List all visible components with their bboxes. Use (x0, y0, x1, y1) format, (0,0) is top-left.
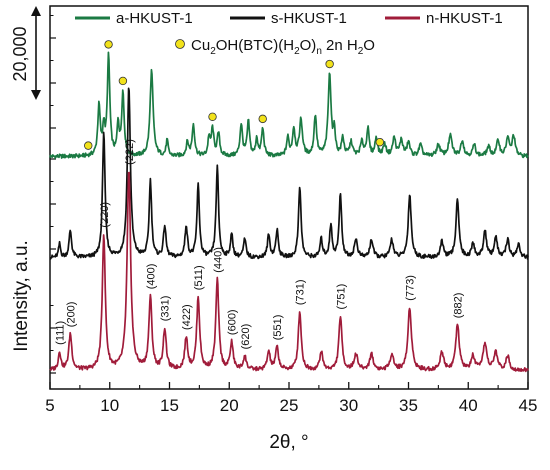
secondary-phase-marker (104, 40, 113, 49)
hkl-label: (200) (65, 302, 77, 328)
hkl-label: (600) (227, 309, 239, 335)
series-line-s-hkust-1 (49, 87, 529, 260)
scale-bar-arrow-top (31, 6, 41, 16)
x-tick-label-30: 30 (339, 396, 358, 415)
x-tick-label-15: 15 (160, 396, 179, 415)
hkl-label: (773) (405, 275, 417, 301)
secondary-phase-marker (258, 114, 267, 124)
legend-label-a-hkust: a-HKUST-1 (116, 10, 193, 27)
hkl-label: (440) (212, 247, 224, 273)
scale-bar-label: 20,000 (10, 26, 30, 81)
hkl-label: (751) (335, 284, 347, 310)
x-tick-label-10: 10 (100, 396, 119, 415)
hkl-label: (331) (160, 296, 172, 322)
scale-bar-arrow-bottom (31, 90, 41, 100)
series-line-n-hkust-1 (49, 171, 529, 373)
scale-bar: 20,000 (10, 6, 41, 100)
secondary-phase-marker (84, 141, 93, 150)
hkl-label: (882) (452, 293, 464, 319)
x-tick-label-25: 25 (280, 396, 299, 415)
x-axis-title: 2θ, ° (269, 432, 308, 453)
hkl-label: (551) (272, 315, 284, 341)
hkl-label: (731) (295, 279, 307, 305)
x-axis-ticks: 5 10 15 20 25 30 35 40 45 (45, 382, 537, 415)
secondary-phase-marker (208, 112, 217, 121)
legend-label-n-hkust: n-HKUST-1 (426, 10, 503, 27)
y-tick-marks (50, 15, 56, 374)
phase-markers (84, 40, 385, 150)
hkl-label: (222) (124, 139, 136, 165)
secondary-phase-marker (325, 59, 334, 69)
y-axis-title: Intensity, a.u. (11, 240, 32, 352)
hkl-label: (422) (181, 304, 193, 330)
hkl-label: (400) (145, 264, 157, 290)
x-tick-label-45: 45 (519, 396, 538, 415)
legend-marker-secondary-phase (175, 39, 185, 49)
hkl-label: (220) (99, 202, 111, 228)
x-tick-label-20: 20 (220, 396, 239, 415)
hkl-labels: (111)(200) (220) (222) (400)(331) (422) (511)… (55, 139, 465, 349)
x-tick-label-40: 40 (459, 396, 478, 415)
x-tick-label-35: 35 (399, 396, 418, 415)
series-lines (49, 51, 529, 373)
hkl-label: (111) (55, 321, 67, 345)
x-tick-label-5: 5 (45, 396, 54, 415)
legend: a-HKUST-1 s-HKUST-1 n-HKUST-1 Cu2OH(BTC)… (75, 10, 503, 57)
series-line-a-hkust-1 (49, 51, 529, 160)
hkl-label: (511) (193, 265, 205, 290)
hkl-label: (620) (240, 324, 252, 350)
secondary-phase-marker (375, 137, 385, 147)
legend-label-s-hkust: s-HKUST-1 (271, 10, 347, 27)
legend-label-secondary-phase: Cu2OH(BTC)(H2O)n 2n H2O (191, 37, 375, 57)
secondary-phase-marker (118, 76, 128, 86)
